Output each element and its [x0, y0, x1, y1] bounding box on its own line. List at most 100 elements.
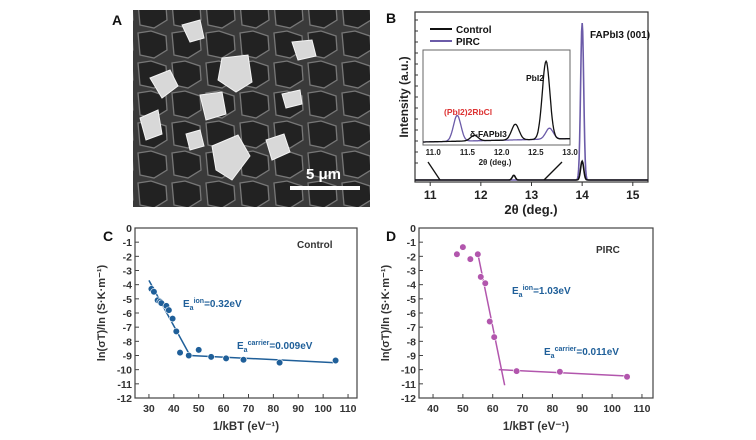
inset-x-tick-label: 12.0	[494, 148, 510, 157]
y-tick-label: -12	[401, 393, 416, 405]
y-tick-label: -10	[401, 365, 416, 377]
y-tick-label: -8	[123, 336, 132, 348]
data-point	[512, 367, 521, 375]
inset-connector	[427, 161, 441, 181]
x-tick-label: 30	[143, 403, 155, 415]
y-axis-label: Intensity (a.u.)	[397, 56, 411, 137]
y-axis-label: ln(σT)/ln (S·K·m⁻¹)	[96, 264, 108, 361]
y-tick-label: -1	[407, 237, 416, 249]
x-tick-label: 110	[340, 403, 357, 415]
y-tick-label: -3	[407, 266, 416, 278]
data-point	[165, 306, 173, 314]
annotation-pbi2: PbI2	[526, 73, 544, 83]
panel-label-d: D	[386, 228, 397, 244]
y-tick-label: -5	[123, 294, 132, 306]
x-axis-label: 2θ (deg.)	[504, 202, 557, 217]
y-tick-label: -9	[123, 351, 132, 363]
x-tick-label: 15	[626, 188, 640, 202]
x-tick-label: 70	[243, 403, 255, 415]
data-point	[150, 288, 158, 296]
y-tick-label: -5	[407, 294, 416, 306]
x-axis-label: 1/kBT (eV⁻¹)	[213, 421, 279, 433]
panel-label-b: B	[386, 10, 397, 26]
y-tick-label: 0	[126, 223, 132, 235]
chart-title: Control	[297, 240, 333, 251]
data-point	[481, 279, 489, 287]
annotation-delta: δ-FAPbI3	[470, 129, 507, 139]
series-control	[415, 159, 648, 181]
y-tick-label: -4	[123, 280, 132, 292]
data-point	[185, 351, 193, 360]
x-tick-label: 12	[474, 188, 488, 202]
x-tick-label: 90	[292, 403, 304, 415]
data-point	[172, 327, 180, 336]
y-tick-label: 0	[410, 223, 416, 235]
x-tick-label: 11	[424, 188, 437, 202]
x-tick-label: 40	[168, 403, 180, 415]
y-axis-label: ln(σT)/ln (S·K·m⁻¹)	[380, 264, 392, 361]
x-tick-label: 100	[314, 403, 332, 415]
inset-x-tick-label: 11.5	[460, 148, 476, 157]
y-tick-label: -7	[407, 322, 416, 334]
x-tick-label: 90	[576, 403, 588, 415]
y-tick-label: -2	[123, 251, 132, 263]
annotation-main-peak: FAPbI3 (001)	[590, 30, 650, 41]
data-point	[490, 333, 498, 341]
annotation-rbcl: (PbI2)2RbCl	[444, 107, 492, 117]
data-point	[275, 358, 284, 367]
x-tick-label: 50	[193, 403, 205, 415]
x-tick-label: 40	[427, 403, 439, 415]
scale-bar-label: 5 μm	[306, 166, 342, 183]
panel-label-a: A	[112, 12, 123, 28]
inset-frame	[422, 49, 571, 146]
data-point	[486, 317, 494, 326]
x-tick-label: 60	[218, 403, 230, 415]
data-point	[556, 368, 564, 376]
data-point	[222, 354, 230, 362]
chart-title: PIRC	[596, 245, 620, 256]
y-tick-label: -4	[407, 280, 416, 292]
data-point	[331, 356, 340, 365]
inset-connector	[543, 161, 563, 181]
y-tick-label: -2	[407, 251, 416, 263]
x-tick-label: 70	[517, 403, 529, 415]
y-tick-label: -6	[407, 308, 416, 320]
y-tick-label: -6	[123, 308, 132, 320]
carrier-activation-energy: Eacarrier=0.011eV	[544, 346, 619, 360]
data-point	[195, 346, 203, 354]
inset-series-control	[423, 59, 571, 143]
y-tick-label: -9	[407, 351, 416, 363]
x-tick-label: 13	[525, 188, 539, 202]
y-tick-label: -12	[117, 393, 132, 405]
data-point	[474, 250, 482, 258]
data-point	[623, 373, 631, 381]
data-point	[176, 349, 184, 357]
data-point	[453, 250, 461, 258]
y-tick-label: -3	[123, 266, 132, 278]
x-tick-label: 14	[575, 188, 589, 202]
y-tick-label: -11	[117, 379, 132, 391]
y-tick-label: -7	[123, 322, 132, 334]
inset-x-tick-label: 11.0	[426, 148, 442, 157]
data-point	[207, 353, 215, 361]
ion-activation-energy: Eaion=1.03eV	[512, 285, 571, 299]
y-tick-label: -8	[407, 336, 416, 348]
y-tick-label: -11	[401, 379, 416, 391]
y-tick-label: -10	[117, 365, 132, 377]
data-point	[477, 273, 485, 281]
legend-label-pirc: PIRC	[456, 37, 480, 48]
x-tick-label: 80	[547, 403, 559, 415]
x-axis-label: 1/kBT (eV⁻¹)	[503, 421, 569, 433]
x-tick-label: 60	[487, 403, 499, 415]
inset-x-tick-label: 12.5	[528, 148, 544, 157]
data-point	[459, 243, 467, 251]
y-tick-label: -1	[123, 237, 132, 249]
x-tick-label: 100	[603, 403, 621, 415]
x-tick-label: 80	[268, 403, 280, 415]
inset-x-axis-label: 2θ (deg.)	[479, 158, 512, 167]
inset-x-tick-label: 13.0	[562, 148, 578, 157]
data-point	[466, 255, 474, 263]
